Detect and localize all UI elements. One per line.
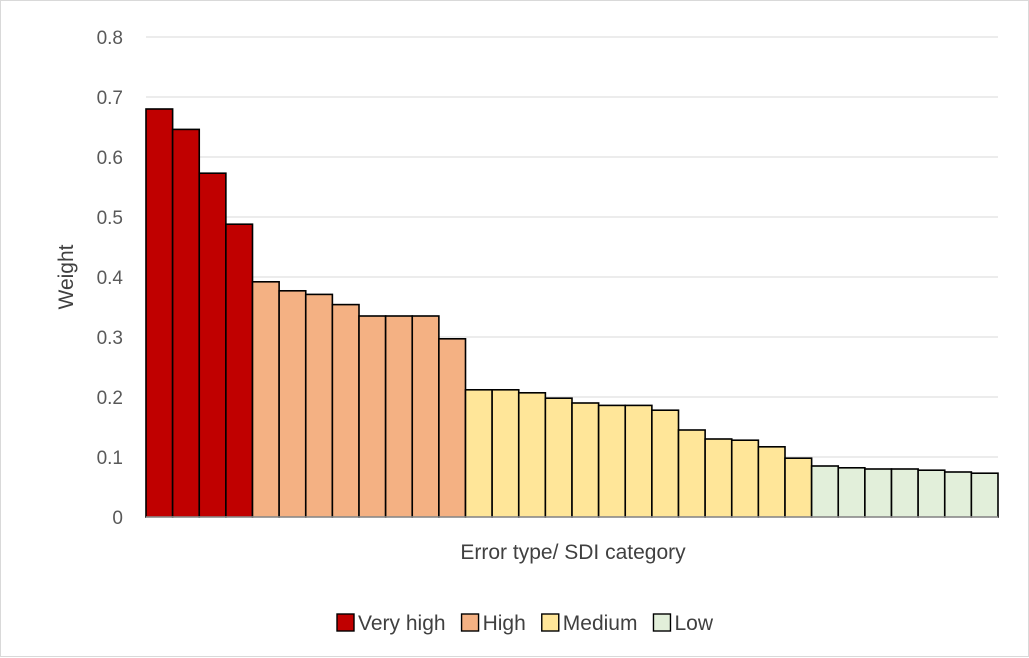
bar: [464, 388, 493, 518]
bar: [198, 172, 227, 518]
bar: [970, 472, 999, 518]
y-tick-label: 0.8: [97, 28, 123, 49]
y-tick-label: 0.1: [97, 448, 123, 469]
bar: [651, 409, 680, 518]
y-tick-label: 0.7: [97, 88, 123, 109]
bar: [757, 445, 786, 518]
bar: [917, 469, 946, 518]
bar: [278, 289, 307, 518]
bar: [544, 397, 573, 518]
bar: [358, 315, 387, 518]
bar: [837, 466, 866, 518]
y-axis-title: Weight: [55, 244, 78, 309]
bar: [331, 303, 360, 518]
bar: [411, 315, 440, 518]
y-tick-label: 0.6: [97, 148, 123, 169]
bar: [864, 468, 893, 518]
bar: [597, 404, 627, 518]
bar: [624, 404, 653, 518]
y-axis-ticks: 0 0.1 0.2 0.3 0.4 0.5 0.6 0.7 0.8: [97, 28, 124, 529]
legend-swatch: [460, 613, 480, 632]
legend-swatch: [541, 613, 560, 632]
y-tick-label: 0.2: [97, 388, 123, 409]
bar: [890, 468, 919, 518]
bar: [145, 108, 174, 518]
bar: [810, 465, 840, 518]
bar: [225, 223, 254, 518]
legend-label: Very high: [358, 612, 446, 635]
legend-label: Low: [674, 612, 713, 635]
y-tick-label: 0.5: [97, 208, 123, 229]
bar: [304, 293, 334, 518]
x-axis-title: Error type/ SDI category: [460, 541, 686, 564]
y-tick-label: 0.4: [97, 268, 124, 289]
bar: [677, 429, 706, 518]
bar: [784, 457, 813, 518]
bar: [517, 391, 547, 518]
bar: [730, 439, 760, 518]
bar: [571, 402, 600, 518]
bar: [171, 128, 201, 518]
bar: [491, 388, 520, 518]
legend-label: Medium: [563, 612, 638, 635]
bar: [251, 280, 280, 518]
legend-swatch: [652, 613, 672, 632]
legend-swatch: [336, 613, 355, 632]
bar: [704, 438, 733, 518]
legend: Very high High Medium Low: [336, 612, 714, 635]
bar: [438, 337, 467, 518]
y-tick-label: 0: [112, 508, 123, 529]
bar: [943, 471, 973, 518]
y-tick-label: 0.3: [97, 328, 123, 349]
legend-label: High: [483, 612, 526, 635]
bars: [145, 108, 999, 518]
bar: [384, 315, 414, 518]
